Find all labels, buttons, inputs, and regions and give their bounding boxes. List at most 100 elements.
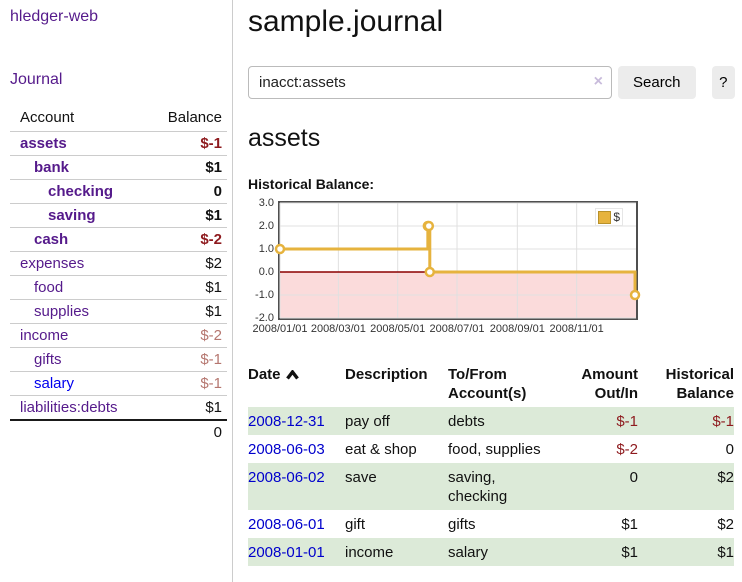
register-header-balance: Historical Balance xyxy=(665,366,734,402)
sidebar: hledger-web Journal Account Balance asse… xyxy=(0,0,233,582)
transaction-balance: 0 xyxy=(725,441,734,458)
x-tick-label: 2008/11/01 xyxy=(549,323,604,335)
x-tick-label: 2008/01/01 xyxy=(252,323,308,335)
transaction-date-link[interactable]: 2008-01-01 xyxy=(248,544,325,561)
account-link-salary[interactable]: salary xyxy=(34,375,75,392)
accounts-table: Account Balance assets $-1 bank $1 checkin… xyxy=(10,105,227,444)
account-row: income $-2 xyxy=(10,323,227,348)
help-button[interactable]: ? xyxy=(711,66,735,99)
transaction-description: save xyxy=(345,469,377,486)
sort-by-date-link[interactable]: Date xyxy=(248,365,299,384)
transaction-date-link[interactable]: 2008-12-31 xyxy=(248,413,325,430)
page-title: sample.journal xyxy=(248,5,444,38)
transaction-accounts: debts xyxy=(448,413,485,430)
account-balance: $1 xyxy=(205,279,222,296)
sidebar-item-journal[interactable]: Journal xyxy=(10,71,63,88)
account-row: gifts $-1 xyxy=(10,347,227,372)
account-balance: $-2 xyxy=(200,327,222,344)
y-tick-label: 3.0 xyxy=(258,196,274,209)
account-row: checking 0 xyxy=(10,179,227,204)
register-header-description: Description xyxy=(345,366,428,383)
transaction-amount: $1 xyxy=(621,516,638,533)
transaction-amount: $-2 xyxy=(616,441,638,458)
account-link-saving[interactable]: saving xyxy=(48,207,96,224)
historical-balance-chart: 3.0 2.0 1.0 0.0 -1.0 -2.0 $ 2008/01/01 2008/03… xyxy=(248,197,735,341)
transaction-row: 2008-12-31 pay off debts $-1 $-1 xyxy=(248,407,734,435)
app-brand-link[interactable]: hledger-web xyxy=(10,8,99,25)
account-link-expenses[interactable]: expenses xyxy=(20,255,85,272)
transaction-accounts: food, supplies xyxy=(448,441,541,458)
transaction-amount: $-1 xyxy=(616,413,638,430)
account-link-liabilities-debts[interactable]: liabilities:debts xyxy=(20,399,118,416)
transaction-row: 2008-06-03 eat & shop food, supplies $-2… xyxy=(248,435,734,463)
x-tick-label: 2008/03/01 xyxy=(310,323,366,335)
y-tick-label: -1.0 xyxy=(255,288,274,301)
accounts-header-row: Account Balance xyxy=(10,105,227,132)
transaction-amount: $1 xyxy=(621,544,638,561)
accounts-total-row: 0 xyxy=(10,419,227,444)
x-tick-label: 2008/05/01 xyxy=(370,323,426,335)
clear-search-icon[interactable]: × xyxy=(593,73,603,90)
account-balance: $2 xyxy=(205,255,222,272)
account-row: liabilities:debts $1 xyxy=(10,395,227,420)
account-row: expenses $2 xyxy=(10,251,227,276)
account-link-supplies[interactable]: supplies xyxy=(34,303,90,320)
transaction-description: income xyxy=(345,544,394,561)
account-balance: $-2 xyxy=(200,231,222,248)
account-row: bank $1 xyxy=(10,155,227,180)
accounts-header-account: Account xyxy=(20,109,75,126)
transaction-balance: $2 xyxy=(717,516,734,533)
account-row: cash $-2 xyxy=(10,227,227,252)
account-link-checking[interactable]: checking xyxy=(48,183,114,200)
account-link-assets[interactable]: assets xyxy=(20,135,67,152)
transaction-description: pay off xyxy=(345,413,390,430)
y-tick-label: 1.0 xyxy=(258,242,274,255)
transaction-accounts: saving, checking xyxy=(448,469,508,505)
x-tick-label: 2008/09/01 xyxy=(489,323,545,335)
accounts-total-balance: 0 xyxy=(213,424,222,441)
search-form: × Search ? xyxy=(248,66,735,99)
transaction-description: eat & shop xyxy=(345,441,417,458)
account-balance: $1 xyxy=(205,207,222,224)
account-row: supplies $1 xyxy=(10,299,227,324)
transaction-row: 2008-06-02 save saving, checking 0 $2 xyxy=(248,463,734,510)
transaction-description: gift xyxy=(345,516,366,533)
account-balance: $-1 xyxy=(200,351,222,368)
account-link-food[interactable]: food xyxy=(34,279,64,296)
register-header-row: Date Description To/From Account(s) Amou… xyxy=(248,363,734,407)
account-balance: 0 xyxy=(213,183,222,200)
y-tick-label: -2.0 xyxy=(255,311,274,324)
plot-area[interactable]: $ xyxy=(274,201,641,320)
account-balance: $-1 xyxy=(200,135,222,152)
register-header-amount: Amount Out/In xyxy=(581,366,638,402)
register-table: Date Description To/From Account(s) Amou… xyxy=(248,363,734,566)
transaction-date-link[interactable]: 2008-06-02 xyxy=(248,469,325,486)
transaction-date-link[interactable]: 2008-06-01 xyxy=(248,516,325,533)
search-input[interactable] xyxy=(248,66,612,99)
transaction-accounts: salary xyxy=(448,544,489,561)
account-link-income[interactable]: income xyxy=(20,327,69,344)
accounts-header-balance: Balance xyxy=(167,109,222,126)
transaction-balance: $2 xyxy=(717,469,734,486)
register-header-date: Date xyxy=(248,363,345,407)
transaction-balance: $1 xyxy=(717,544,734,561)
account-link-gifts[interactable]: gifts xyxy=(34,351,62,368)
search-button[interactable]: Search xyxy=(618,66,696,99)
legend-label: $ xyxy=(613,210,620,224)
transaction-amount: 0 xyxy=(629,469,638,486)
transaction-row: 2008-01-01 income salary $1 $1 xyxy=(248,538,734,566)
transaction-accounts: gifts xyxy=(448,516,476,533)
search-box: × xyxy=(248,66,612,99)
account-heading: assets xyxy=(248,124,321,152)
chart-legend: $ xyxy=(595,208,623,226)
main-content: sample.journal × Search ? assets Histori… xyxy=(248,0,735,566)
transaction-balance: $-1 xyxy=(712,413,734,430)
date-header-label: Date xyxy=(248,366,281,383)
account-link-cash[interactable]: cash xyxy=(34,231,69,248)
account-balance: $1 xyxy=(205,303,222,320)
register-header-accounts: To/From Account(s) xyxy=(448,366,527,402)
y-tick-label: 2.0 xyxy=(258,219,274,232)
chart-title: Historical Balance: xyxy=(248,176,375,192)
account-link-bank[interactable]: bank xyxy=(34,159,70,176)
transaction-date-link[interactable]: 2008-06-03 xyxy=(248,441,325,458)
